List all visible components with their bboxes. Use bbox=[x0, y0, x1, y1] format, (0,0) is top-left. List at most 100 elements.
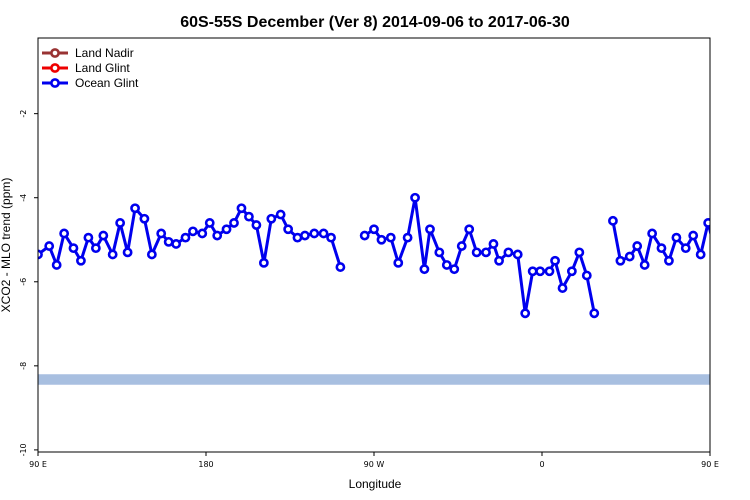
data-point bbox=[258, 257, 269, 268]
data-point bbox=[581, 270, 592, 281]
data-point bbox=[471, 247, 482, 258]
y-tick-label: -6 bbox=[19, 278, 28, 286]
data-point bbox=[664, 255, 674, 266]
legend-label: Land Nadir bbox=[75, 46, 134, 60]
legend-label: Land Glint bbox=[75, 61, 130, 75]
data-point bbox=[712, 249, 719, 256]
data-point bbox=[671, 232, 682, 243]
data-point bbox=[402, 232, 413, 243]
legend-marker bbox=[50, 78, 60, 88]
data-point bbox=[550, 255, 560, 266]
data-point bbox=[680, 243, 691, 254]
x-tick-label: 90 E bbox=[701, 460, 719, 469]
data-point bbox=[721, 205, 728, 212]
data-point bbox=[688, 230, 699, 241]
data-point bbox=[130, 203, 140, 214]
data-point bbox=[229, 218, 239, 228]
data-point bbox=[139, 213, 150, 224]
x-tick-label: 90 W bbox=[364, 460, 385, 469]
series-layer bbox=[38, 192, 750, 319]
reference-band bbox=[38, 374, 710, 385]
data-point bbox=[574, 247, 585, 258]
data-point bbox=[746, 230, 750, 237]
data-point bbox=[221, 224, 232, 235]
data-point bbox=[83, 232, 94, 243]
x-tick-label: 180 bbox=[198, 460, 213, 469]
x-axis-label: Longitude bbox=[349, 477, 402, 491]
data-point bbox=[122, 247, 133, 258]
data-point bbox=[318, 228, 329, 239]
data-point bbox=[647, 228, 658, 239]
data-point bbox=[171, 239, 182, 249]
data-point bbox=[244, 211, 254, 222]
data-point bbox=[544, 266, 555, 277]
data-point bbox=[615, 255, 626, 266]
data-point bbox=[512, 249, 523, 260]
data-point bbox=[204, 218, 215, 228]
data-point bbox=[566, 266, 577, 277]
data-point bbox=[44, 241, 55, 251]
data-point bbox=[300, 230, 310, 241]
data-point bbox=[146, 249, 157, 260]
data-point bbox=[188, 226, 198, 237]
data-point bbox=[488, 239, 499, 249]
data-point bbox=[385, 232, 396, 243]
data-point bbox=[434, 247, 445, 258]
data-point bbox=[410, 192, 420, 203]
legend-marker bbox=[50, 48, 60, 58]
data-point bbox=[180, 232, 191, 243]
data-point bbox=[464, 224, 475, 235]
data-point bbox=[425, 224, 435, 235]
x-tick-label: 0 bbox=[539, 460, 544, 469]
y-tick-label: -4 bbox=[19, 194, 28, 202]
data-point bbox=[115, 218, 126, 228]
data-point bbox=[639, 260, 650, 270]
data-point bbox=[695, 249, 706, 260]
data-point bbox=[738, 251, 745, 258]
data-point bbox=[107, 249, 118, 260]
legend-label: Ocean Glint bbox=[75, 76, 139, 90]
y-axis: -2 -4 -6 -8 -10 bbox=[19, 110, 38, 456]
data-point bbox=[163, 236, 174, 247]
data-point bbox=[503, 247, 514, 258]
x-tick-label: 90 E bbox=[29, 460, 47, 469]
data-point bbox=[656, 243, 667, 254]
data-point bbox=[731, 215, 738, 222]
data-point bbox=[251, 220, 262, 230]
data-point bbox=[98, 230, 109, 241]
data-point bbox=[59, 228, 70, 239]
data-point bbox=[236, 203, 247, 214]
legend-marker bbox=[50, 63, 60, 73]
data-point bbox=[608, 215, 618, 226]
data-point bbox=[376, 234, 387, 245]
data-point bbox=[283, 224, 294, 235]
data-point bbox=[369, 224, 379, 235]
data-point bbox=[456, 241, 467, 251]
data-point bbox=[441, 260, 452, 270]
data-point bbox=[557, 283, 568, 293]
data-point bbox=[197, 228, 208, 239]
data-point bbox=[292, 232, 303, 243]
data-point bbox=[359, 230, 370, 241]
data-point bbox=[309, 228, 320, 239]
data-point bbox=[90, 243, 101, 254]
data-point bbox=[494, 255, 504, 266]
data-point bbox=[589, 308, 600, 319]
data-point bbox=[156, 228, 167, 239]
data-point bbox=[275, 209, 286, 220]
data-point bbox=[520, 308, 531, 319]
data-point bbox=[419, 264, 430, 275]
data-point bbox=[535, 266, 546, 277]
y-axis-label: XCO2 - MLO trend (ppm) bbox=[0, 178, 13, 313]
data-point bbox=[76, 255, 86, 266]
data-point bbox=[335, 262, 346, 272]
data-point bbox=[624, 251, 635, 262]
data-point bbox=[326, 232, 336, 243]
data-point bbox=[266, 213, 277, 224]
data-point bbox=[68, 243, 79, 254]
data-point bbox=[632, 241, 643, 251]
data-point bbox=[212, 230, 223, 241]
